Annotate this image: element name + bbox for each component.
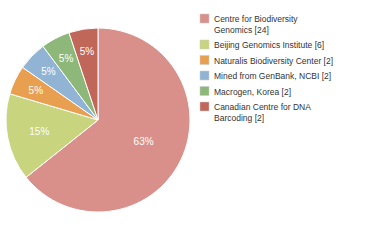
legend-label: Beijing Genomics Institute [6] — [214, 40, 324, 50]
legend-swatch — [200, 14, 209, 23]
legend-swatch — [200, 71, 209, 80]
legend-label: Mined from GenBank, NCBI [2] — [214, 71, 331, 81]
slices — [6, 28, 190, 212]
legend-swatch — [200, 102, 209, 111]
chart: 63%15%5%5%5%5%Centre for BiodiversityGen… — [0, 0, 380, 240]
slice-label: 5% — [41, 66, 56, 77]
legend: Centre for BiodiversityGenomics [24] Beij… — [200, 14, 333, 123]
legend-swatch — [200, 40, 209, 49]
slice-label: 15% — [29, 126, 49, 137]
legend-label: Macrogen, Korea [2] — [214, 87, 291, 97]
slice-label: 5% — [29, 85, 44, 96]
legend-swatch — [200, 87, 209, 96]
legend-label: Canadian Centre for DNABarcoding [2] — [214, 102, 311, 123]
slice-label: 5% — [59, 53, 74, 64]
slice-labels: 63%15%5%5%5%5% — [29, 46, 154, 147]
pie-slice — [69, 28, 98, 120]
legend-swatch — [200, 56, 209, 65]
legend-label: Centre for BiodiversityGenomics [24] — [214, 14, 298, 35]
slice-label: 63% — [134, 136, 154, 147]
legend-label: Naturalis Biodiversity Center [2] — [214, 56, 333, 66]
slice-label: 5% — [80, 46, 95, 57]
